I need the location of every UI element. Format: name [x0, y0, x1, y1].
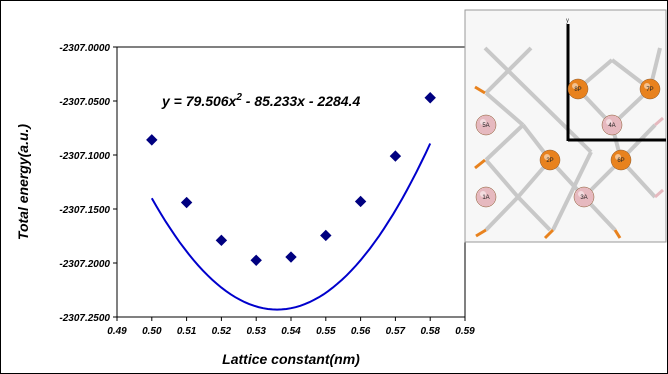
- x-axis-ticks: 0.49 0.50 0.51 0.52 0.53 0.54 0.55 0.56 0.57 0.58…: [107, 317, 475, 337]
- fit-curve: [150, 143, 432, 311]
- y-tick-label: -2307.0500: [59, 97, 110, 108]
- atoms: 8P 7P 5A 4A 2P 6P 1A 3A: [475, 78, 661, 208]
- data-point-marker: [354, 195, 367, 208]
- data-point-marker: [389, 150, 402, 162]
- x-tick-label: 0.50: [142, 326, 162, 337]
- atom-label: 3A: [580, 195, 587, 201]
- atom-highlight: [480, 119, 486, 125]
- data-point-marker: [146, 134, 158, 146]
- atom-highlight: [578, 191, 584, 197]
- data-points: [146, 92, 436, 267]
- atom-label: 8P: [574, 87, 581, 93]
- fit-equation: y = 79.506x2 - 85.233x - 2284.4: [161, 92, 360, 109]
- atom-highlight: [644, 83, 650, 89]
- atom-highlight: [615, 154, 621, 160]
- data-point-marker: [250, 254, 262, 267]
- atom-label: 7P: [646, 87, 653, 93]
- x-tick-label: 0.51: [177, 326, 197, 337]
- atom-label: 1A: [482, 195, 489, 201]
- x-tick-label: 0.52: [212, 326, 232, 337]
- x-tick-label: 0.54: [281, 326, 301, 337]
- plot-area: [116, 46, 466, 318]
- y-tick-label: -2307.1500: [59, 205, 110, 216]
- y-tick-label: -2307.0000: [59, 43, 110, 54]
- data-point-marker: [285, 251, 297, 263]
- atom-highlight: [572, 83, 578, 89]
- atom-highlight: [480, 191, 486, 197]
- x-tick-label: 0.59: [455, 326, 475, 337]
- y-tick-label: -2307.2000: [59, 259, 110, 270]
- bond-stubs: [474, 85, 664, 240]
- data-point-marker: [215, 234, 228, 247]
- x-tick-label: 0.49: [107, 326, 127, 337]
- x-tick-label: 0.58: [420, 326, 440, 337]
- x-tick-label: 0.53: [246, 326, 266, 337]
- inset-axis-label: y: [566, 18, 569, 24]
- x-tick-label: 0.56: [351, 326, 371, 337]
- data-point-marker: [180, 196, 193, 209]
- atom-label: 2P: [546, 158, 553, 164]
- atom-label: 4A: [608, 123, 615, 129]
- y-tick-label: -2307.1000: [59, 151, 110, 162]
- y-axis-label: Total energy(a.u.): [15, 124, 31, 241]
- data-point-marker: [320, 229, 332, 242]
- atom-label: 6P: [617, 158, 624, 164]
- atom-highlight: [606, 119, 612, 125]
- atom-label: 5A: [482, 123, 489, 129]
- x-tick-label: 0.57: [386, 326, 406, 337]
- data-point-marker: [424, 92, 436, 104]
- x-tick-label: 0.55: [316, 326, 336, 337]
- crystal-structure-inset: y 8P 7P 5A 4A 2P 6P 1A 3A: [464, 9, 667, 243]
- x-axis-label: Lattice constant(nm): [222, 351, 360, 367]
- y-tick-label: -2307.2500: [59, 313, 110, 324]
- atom-highlight: [544, 154, 550, 160]
- y-axis-ticks: -2307.0000 -2307.0500 -2307.1000 -2307.1500…: [59, 43, 117, 324]
